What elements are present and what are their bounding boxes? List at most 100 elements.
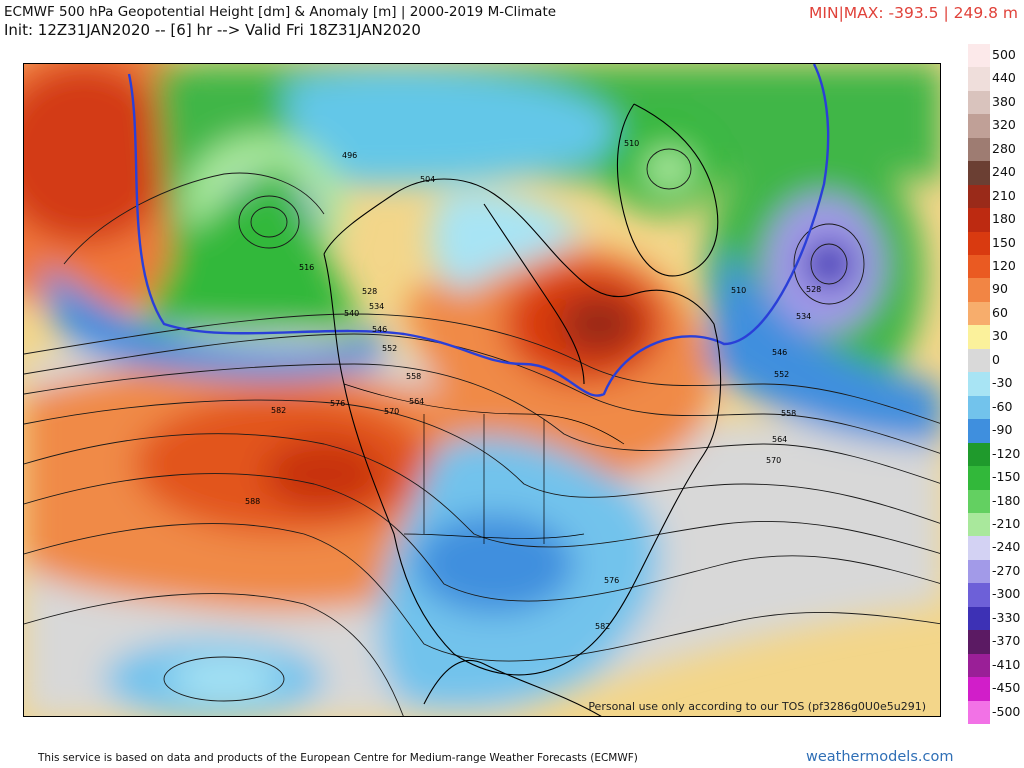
colorbar-step: 150 bbox=[968, 231, 1020, 256]
colorbar-swatch bbox=[968, 489, 990, 513]
contour-label: 582 bbox=[595, 622, 610, 631]
colorbar-step: -240 bbox=[968, 536, 1021, 560]
colorbar-swatch bbox=[968, 231, 990, 256]
colorbar-label: -330 bbox=[992, 609, 1021, 625]
colorbar-step: 500 bbox=[968, 44, 1020, 68]
colorbar-step: 30 bbox=[968, 325, 1020, 349]
contour-label: 552 bbox=[382, 344, 397, 353]
contour-label: 510 bbox=[624, 139, 639, 148]
colorbar-swatch bbox=[968, 512, 990, 537]
colorbar-swatch bbox=[968, 208, 990, 232]
colorbar-label: 90 bbox=[992, 281, 1008, 297]
height-contours bbox=[24, 148, 940, 716]
colorbar-step: -500 bbox=[968, 700, 1021, 724]
min-max-readout: MIN|MAX: -393.5 | 249.8 m bbox=[809, 4, 1018, 22]
contour-label: 558 bbox=[781, 409, 796, 418]
colorbar-step: 120 bbox=[968, 255, 1020, 279]
colorbar-step: -410 bbox=[968, 653, 1021, 678]
colorbar-label: -90 bbox=[992, 422, 1013, 438]
contour-label: 576 bbox=[604, 576, 619, 585]
colorbar-swatch bbox=[968, 372, 990, 396]
colorbar-step: 0 bbox=[968, 348, 1020, 373]
colorbar-step: 280 bbox=[968, 137, 1020, 162]
colorbar-swatch bbox=[968, 278, 990, 302]
site-link[interactable]: weathermodels.com bbox=[806, 749, 954, 765]
colorbar-step: -450 bbox=[968, 677, 1021, 701]
colorbar-step: -270 bbox=[968, 559, 1021, 584]
colorbar-label: 0 bbox=[992, 351, 1000, 367]
colorbar-label: 150 bbox=[992, 234, 1016, 250]
colorbar-label: -60 bbox=[992, 398, 1013, 414]
colorbar-label: 280 bbox=[992, 140, 1016, 156]
colorbar-step: -300 bbox=[968, 583, 1021, 607]
colorbar-swatch bbox=[968, 606, 990, 631]
contour-label: 516 bbox=[299, 263, 314, 272]
colorbar-swatch bbox=[968, 184, 990, 209]
colorbar-label: -270 bbox=[992, 562, 1021, 578]
colorbar-swatch bbox=[968, 67, 990, 91]
colorbar-label: 320 bbox=[992, 117, 1016, 133]
colorbar-swatch bbox=[968, 419, 990, 443]
contour-label: 496 bbox=[342, 151, 357, 160]
contour-label: 570 bbox=[766, 456, 781, 465]
colorbar-label: -210 bbox=[992, 515, 1021, 531]
colorbar-swatch bbox=[968, 466, 990, 490]
colorbar-label: -410 bbox=[992, 656, 1021, 672]
colorbar-swatch bbox=[968, 442, 990, 467]
colorbar-label: -180 bbox=[992, 492, 1021, 508]
ecmwf-credit: This service is based on data and produc… bbox=[38, 752, 638, 764]
colorbar-label: 500 bbox=[992, 47, 1016, 62]
tos-notice: Personal use only according to our TOS (… bbox=[588, 700, 926, 713]
colorbar-step: -370 bbox=[968, 630, 1021, 654]
colorbar-swatch bbox=[968, 536, 990, 560]
colorbar-step: 320 bbox=[968, 114, 1020, 138]
colorbar-swatch bbox=[968, 301, 990, 326]
colorbar-step: -180 bbox=[968, 489, 1021, 513]
contour-label: 552 bbox=[774, 370, 789, 379]
colorbar-label: -370 bbox=[992, 633, 1021, 649]
colorbar-label: 30 bbox=[992, 328, 1008, 344]
contour-label: 504 bbox=[420, 175, 435, 184]
colorbar-label: -450 bbox=[992, 680, 1021, 696]
political-borders bbox=[343, 383, 625, 544]
colorbar-step: -90 bbox=[968, 419, 1020, 443]
colorbar-label: -300 bbox=[992, 586, 1021, 602]
colorbar-step: -330 bbox=[968, 606, 1021, 631]
colorbar-swatch bbox=[968, 114, 990, 138]
colorbar-label: 120 bbox=[992, 258, 1016, 274]
colorbar-swatch bbox=[968, 677, 990, 701]
contour-label: 564 bbox=[409, 397, 424, 406]
anomaly-colorbar: 500 440 380 320 280 240 210 180 150 120 90 60 30 0 -30… bbox=[968, 44, 1020, 724]
colorbar-swatch bbox=[968, 90, 990, 115]
colorbar-step: 440 bbox=[968, 67, 1020, 91]
colorbar-label: -120 bbox=[992, 445, 1021, 461]
colorbar-label: 440 bbox=[992, 70, 1016, 86]
colorbar-swatch bbox=[968, 559, 990, 584]
coastlines bbox=[323, 103, 722, 716]
map-title: ECMWF 500 hPa Geopotential Height [dm] &… bbox=[4, 4, 557, 20]
colorbar-swatch bbox=[968, 630, 990, 654]
anomaly-map: 496 504 510 516 528 534 540 546 552 558 … bbox=[24, 64, 940, 716]
colorbar-step: -60 bbox=[968, 395, 1020, 420]
contour-label: 564 bbox=[772, 435, 787, 444]
contour-label: 588 bbox=[245, 497, 260, 506]
colorbar-step: 60 bbox=[968, 301, 1020, 326]
colorbar-step: -30 bbox=[968, 372, 1020, 396]
contour-label: 534 bbox=[369, 302, 384, 311]
colorbar-swatch bbox=[968, 44, 990, 68]
colorbar-step: 180 bbox=[968, 208, 1020, 232]
colorbar-label: -30 bbox=[992, 375, 1013, 391]
colorbar-label: -240 bbox=[992, 539, 1021, 555]
colorbar-swatch bbox=[968, 325, 990, 349]
contour-label: 546 bbox=[772, 348, 787, 357]
colorbar-label: 60 bbox=[992, 304, 1008, 320]
colorbar-swatch bbox=[968, 395, 990, 420]
colorbar-step: 240 bbox=[968, 161, 1020, 185]
colorbar-label: 380 bbox=[992, 93, 1016, 109]
colorbar-swatch bbox=[968, 161, 990, 185]
colorbar-label: 180 bbox=[992, 211, 1016, 227]
colorbar-label: 240 bbox=[992, 164, 1016, 180]
colorbar-label: -500 bbox=[992, 703, 1021, 719]
colorbar-swatch bbox=[968, 653, 990, 678]
contour-label: 528 bbox=[362, 287, 377, 296]
